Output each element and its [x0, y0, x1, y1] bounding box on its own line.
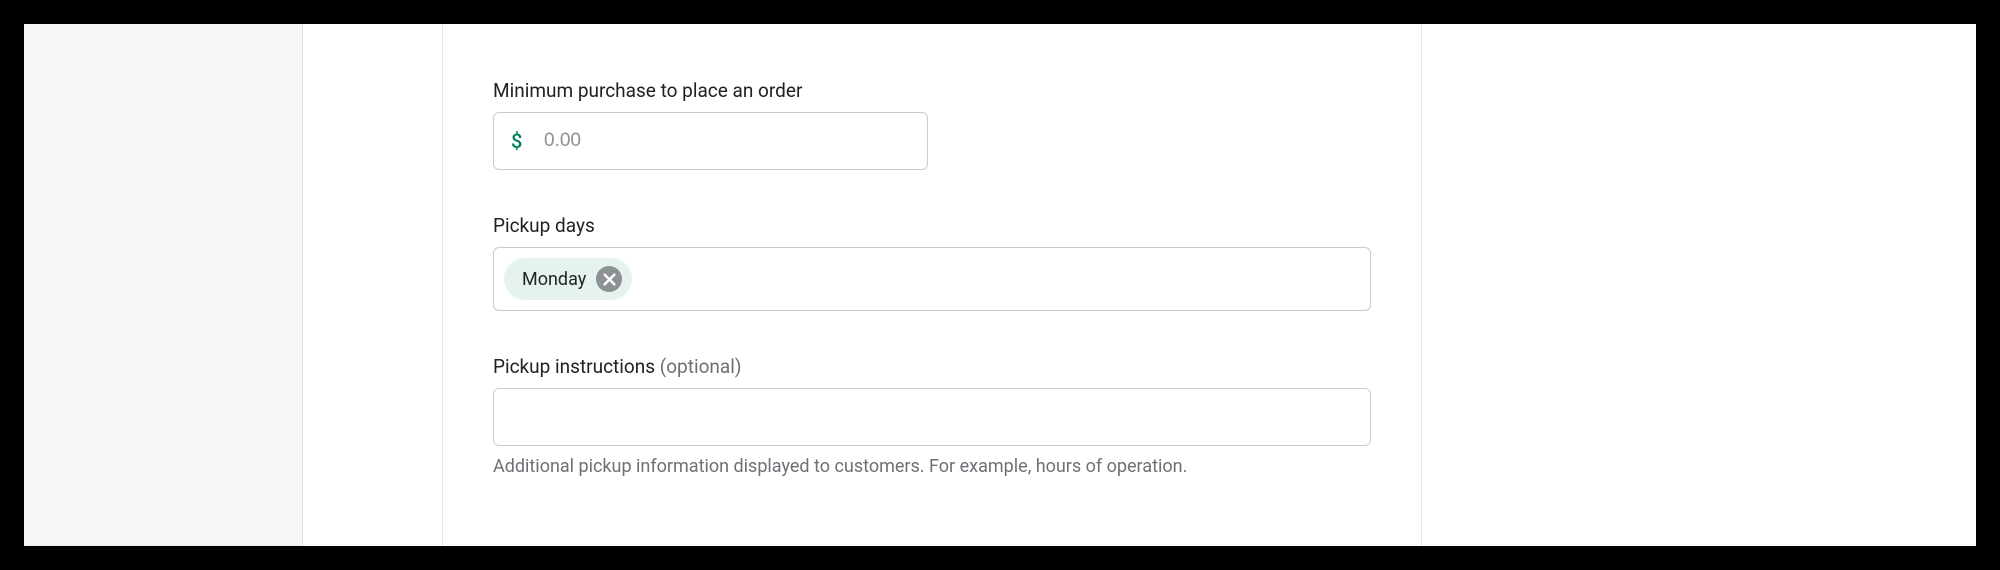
pickup-instructions-label: Pickup instructions (optional)	[493, 355, 1371, 378]
pickup-instructions-section: Pickup instructions (optional) Additiona…	[493, 355, 1371, 477]
minimum-purchase-label: Minimum purchase to place an order	[493, 79, 1371, 102]
pickup-instructions-input[interactable]	[493, 388, 1371, 446]
optional-label: (optional)	[660, 355, 742, 378]
right-panel	[1421, 24, 1976, 546]
pickup-instructions-label-text: Pickup instructions	[493, 355, 660, 378]
sidebar	[24, 24, 303, 546]
close-icon	[603, 273, 616, 286]
pickup-days-label: Pickup days	[493, 214, 1371, 237]
left-gutter	[303, 24, 443, 546]
minimum-purchase-section: Minimum purchase to place an order $	[493, 79, 1371, 170]
pickup-days-section: Pickup days Monday	[493, 214, 1371, 311]
tag-label: Monday	[522, 269, 586, 290]
minimum-purchase-input[interactable]	[493, 112, 928, 170]
currency-input-wrapper: $	[493, 112, 928, 170]
outer-frame: Minimum purchase to place an order $ Pic…	[0, 0, 2000, 570]
tag-monday: Monday	[504, 258, 632, 300]
main-content: Minimum purchase to place an order $ Pic…	[443, 24, 1421, 546]
tag-remove-button[interactable]	[596, 266, 622, 292]
pickup-instructions-help: Additional pickup information displayed …	[493, 456, 1371, 477]
content-wrapper: Minimum purchase to place an order $ Pic…	[303, 24, 1976, 546]
inner-container: Minimum purchase to place an order $ Pic…	[24, 24, 1976, 546]
pickup-days-input[interactable]: Monday	[493, 247, 1371, 311]
